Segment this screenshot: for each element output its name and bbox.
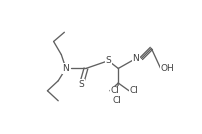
Text: Cl: Cl xyxy=(112,96,121,105)
Text: Cl: Cl xyxy=(110,86,119,95)
Text: N: N xyxy=(132,54,139,63)
Text: Cl: Cl xyxy=(129,86,138,95)
Text: OH: OH xyxy=(160,64,174,73)
Text: S: S xyxy=(105,56,111,65)
Text: N: N xyxy=(62,64,69,73)
Text: S: S xyxy=(78,80,84,89)
